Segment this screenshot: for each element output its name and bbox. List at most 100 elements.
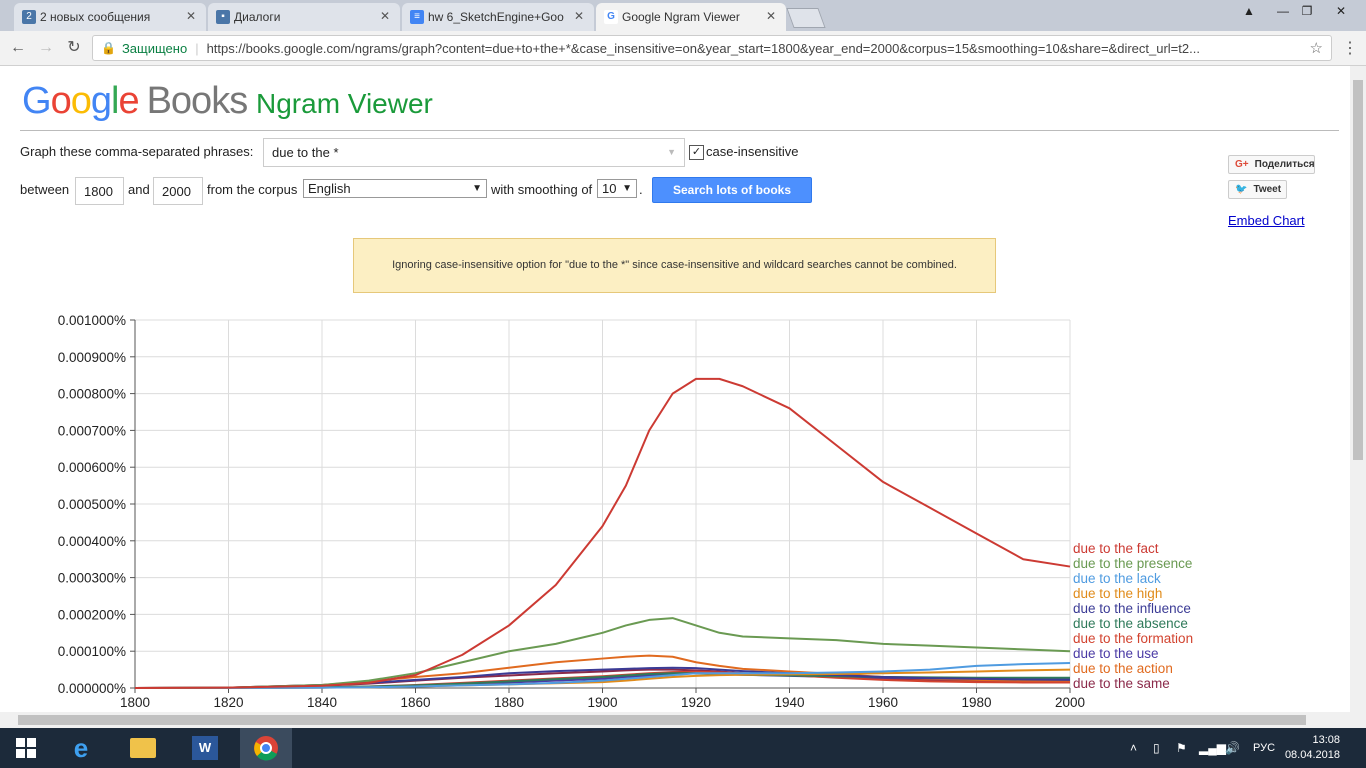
and-label: and	[128, 182, 150, 197]
x-tick-label: 1900	[587, 695, 617, 710]
chevron-up-icon[interactable]: ˄	[1130, 741, 1138, 755]
case-insensitive-checkbox[interactable]: ✓	[689, 145, 704, 160]
y-tick-label: 0.000800%	[58, 387, 126, 402]
x-tick-label: 1860	[400, 695, 430, 710]
network-icon[interactable]: ▂▄▆	[1199, 741, 1226, 755]
y-tick-label: 0.000500%	[58, 497, 126, 512]
tweet-button[interactable]: 🐦 Tweet	[1228, 180, 1287, 199]
badge-icon: 2	[22, 10, 36, 24]
legend-label: due to the action	[1073, 661, 1173, 676]
back-icon[interactable]: ←	[10, 39, 26, 56]
profile-icon[interactable]: ▲	[1243, 4, 1255, 18]
chart-lines	[134, 377, 1071, 689]
word-icon[interactable]: W	[179, 728, 231, 768]
forward-icon[interactable]: →	[38, 39, 54, 56]
x-tick-label: 1820	[213, 695, 243, 710]
embed-chart-link[interactable]: Embed Chart	[1228, 213, 1305, 228]
phrase-value: due to the *	[272, 145, 339, 160]
x-tick-label: 1980	[961, 695, 991, 710]
explorer-icon[interactable]	[117, 728, 169, 768]
share-button[interactable]: G+ Поделиться	[1228, 155, 1315, 174]
x-tick-label: 1960	[868, 695, 898, 710]
legend-label: due to the formation	[1073, 631, 1193, 646]
menu-icon[interactable]: ⋮	[1342, 40, 1358, 57]
case-insensitive-label: case-insensitive	[706, 144, 799, 159]
horizontal-scrollbar[interactable]	[0, 712, 1350, 728]
share-label: Поделиться	[1254, 159, 1315, 170]
tab-title: 2 новых сообщения	[40, 10, 151, 24]
y-tick-label: 0.001000%	[58, 313, 126, 328]
reload-icon[interactable]: ↻	[67, 39, 81, 56]
legend-label: due to the absence	[1073, 616, 1188, 631]
tab-ngram[interactable]: G Google Ngram Viewer ✕	[596, 3, 786, 31]
x-tick-label: 1840	[307, 695, 337, 710]
between-label: between	[20, 182, 70, 197]
ie-icon[interactable]: e	[73, 732, 89, 763]
close-icon[interactable]: ✕	[185, 9, 196, 23]
tweet-label: Tweet	[1253, 184, 1282, 195]
chevron-down-icon: ▼	[622, 183, 632, 194]
battery-icon[interactable]: ▯	[1153, 741, 1160, 755]
tab-title: Google Ngram Viewer	[622, 10, 740, 24]
legend-label: due to the use	[1073, 646, 1159, 661]
restore-button[interactable]: ❐	[1301, 4, 1313, 18]
scroll-thumb[interactable]	[1353, 80, 1363, 460]
chat-icon: ▪	[216, 10, 230, 24]
y-axis-labels: 0.000000% 0.000100% 0.000200% 0.000300% 0.00…	[58, 313, 126, 696]
close-window-button[interactable]: ✕	[1335, 4, 1347, 18]
language-indicator[interactable]: РУС	[1253, 742, 1276, 754]
secure-label: Защищено	[121, 40, 188, 56]
smoothing-label: with smoothing of	[491, 182, 593, 197]
legend-label: due to the influence	[1073, 601, 1191, 616]
y-tick-label: 0.000200%	[58, 607, 126, 622]
chrome-icon[interactable]	[240, 728, 292, 768]
minimize-button[interactable]: —	[1277, 4, 1289, 18]
volume-icon[interactable]: 🔊	[1225, 741, 1240, 755]
year-end-value: 2000	[162, 183, 191, 199]
corpus-value: English	[308, 181, 351, 196]
corpus-select[interactable]: English ▼	[303, 179, 487, 198]
tab-docs[interactable]: ≡ hw 6_SketchEngine+Goo ✕	[402, 3, 594, 31]
windows-start-icon[interactable]	[0, 728, 52, 768]
vertical-scrollbar[interactable]	[1350, 66, 1366, 728]
scroll-thumb[interactable]	[18, 715, 1306, 725]
divider	[20, 130, 1339, 131]
star-icon[interactable]: ☆	[1309, 40, 1323, 57]
close-icon[interactable]: ✕	[379, 9, 390, 23]
legend-label: due to the lack	[1073, 571, 1161, 586]
corpus-label: from the corpus	[207, 182, 298, 197]
chevron-down-icon: ▼	[472, 183, 482, 194]
year-start-input[interactable]: 1800	[75, 177, 124, 205]
legend-label: due to the same	[1073, 676, 1170, 691]
year-end-input[interactable]: 2000	[153, 177, 203, 205]
chart-grid	[130, 319, 1071, 693]
y-tick-label: 0.000300%	[58, 571, 126, 586]
flag-icon[interactable]: ⚑	[1176, 741, 1187, 755]
close-icon[interactable]: ✕	[765, 9, 776, 23]
url-text[interactable]: https://books.google.com/ngrams/graph?co…	[206, 40, 1200, 56]
series-line	[135, 661, 1071, 689]
search-button[interactable]: Search lots of books	[652, 177, 812, 203]
address-bar[interactable]: 🔒 Защищено | https://books.google.com/ng…	[92, 35, 1332, 61]
legend-label: due to the presence	[1073, 556, 1192, 571]
logo-books: Books	[146, 80, 249, 122]
divider: |	[195, 40, 199, 56]
clock[interactable]: 13:08 08.04.2018	[1285, 733, 1340, 763]
y-tick-label: 0.000600%	[58, 460, 126, 475]
close-icon[interactable]: ✕	[573, 9, 584, 23]
y-tick-label: 0.000400%	[58, 534, 126, 549]
x-tick-label: 1880	[494, 695, 524, 710]
smoothing-select[interactable]: 10 ▼	[597, 179, 637, 198]
x-tick-label: 1800	[120, 695, 150, 710]
lock-icon: 🔒	[101, 41, 116, 55]
x-tick-label: 1940	[774, 695, 804, 710]
tab-messages[interactable]: 2 2 новых сообщения ✕	[14, 3, 206, 31]
google-books-logo[interactable]: Google Books	[22, 80, 249, 122]
clock-time: 13:08	[1312, 734, 1340, 746]
new-tab-button[interactable]	[786, 8, 826, 28]
phrases-label: Graph these comma-separated phrases:	[20, 144, 254, 159]
tab-dialogs[interactable]: ▪ Диалоги ✕	[208, 3, 400, 31]
series-line	[134, 617, 1071, 689]
phrase-input[interactable]: due to the * ▼	[263, 138, 685, 167]
